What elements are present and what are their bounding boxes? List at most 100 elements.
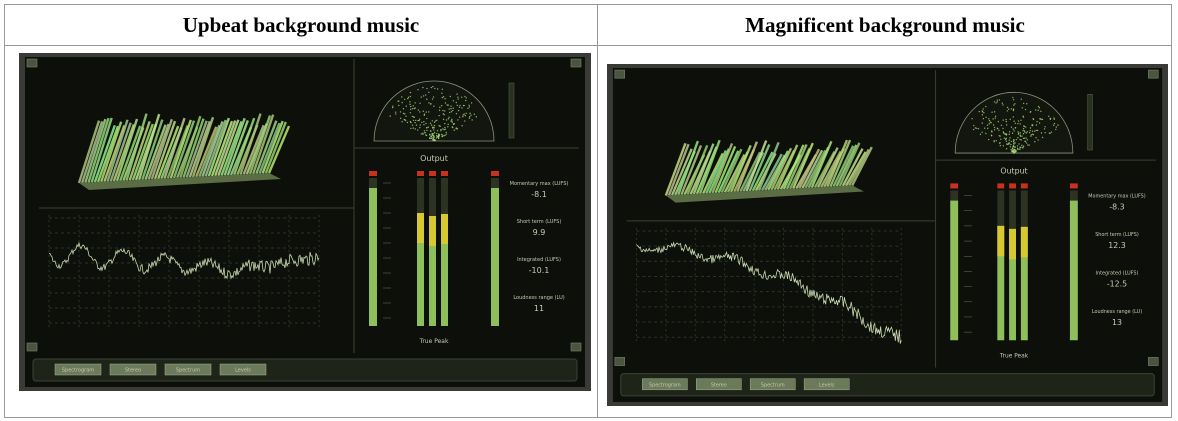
stereo-dot — [1005, 138, 1007, 140]
stereo-dot — [993, 101, 996, 103]
stereo-dot — [434, 120, 437, 122]
stereo-dot — [457, 119, 459, 121]
stereo-dot — [1013, 146, 1015, 148]
spectrogram-ridge — [767, 150, 789, 191]
spectrogram-ridge — [264, 121, 287, 174]
stereo-dot — [986, 124, 989, 126]
stereo-dot — [1009, 146, 1012, 148]
stereo-dot — [392, 105, 394, 107]
stereo-dot — [1049, 118, 1052, 120]
view-button[interactable] — [696, 378, 742, 391]
stereo-dot — [1003, 132, 1005, 135]
stereo-dot — [974, 127, 977, 129]
stereo-dot — [455, 128, 457, 130]
spectrogram-ridge — [179, 115, 202, 179]
stereo-dot — [1030, 135, 1032, 137]
stereo-dot — [467, 107, 469, 110]
stereo-dot — [1019, 135, 1022, 137]
stereo-dot — [414, 107, 416, 109]
spectrogram-ridge — [667, 143, 690, 196]
stereo-dot — [444, 110, 446, 112]
stereo-dot — [462, 114, 464, 116]
stereo-dot — [410, 108, 412, 111]
stereo-dot — [440, 129, 442, 132]
stereo-dot — [1024, 131, 1026, 133]
stereo-dot — [440, 133, 443, 136]
stereo-dot — [409, 101, 411, 103]
stereo-dot — [444, 98, 446, 100]
stereo-dot — [1010, 126, 1013, 128]
stereo-dot — [975, 127, 978, 129]
stereo-dot — [475, 116, 478, 118]
reading-label: Integrated (LUFS) — [517, 257, 561, 263]
stereo-dot — [1014, 146, 1017, 148]
stereo-dot — [463, 104, 465, 107]
meter-bar — [1069, 200, 1078, 341]
stereo-dot — [415, 119, 417, 122]
stereo-dot — [1012, 116, 1015, 118]
stereo-dot — [972, 128, 975, 131]
stereo-dot — [423, 114, 426, 116]
stereo-dot — [996, 127, 999, 130]
stereo-dot — [407, 96, 410, 98]
stereo-dot — [444, 122, 446, 125]
view-button[interactable] — [164, 363, 212, 376]
view-button[interactable] — [219, 363, 267, 376]
stereo-dot — [437, 136, 440, 138]
stereo-dot — [1048, 115, 1050, 118]
stereo-dot — [443, 113, 445, 116]
view-button-label: Levels — [819, 382, 835, 388]
stereo-dot — [435, 119, 438, 122]
spectrogram-ridge — [188, 120, 211, 178]
view-button[interactable] — [749, 378, 796, 391]
spectrogram-ridge — [220, 120, 243, 176]
meter-cap — [417, 171, 424, 176]
stereo-dot — [450, 110, 453, 113]
stereo-dot — [998, 99, 1001, 101]
view-button[interactable] — [54, 363, 102, 376]
spectrogram-ridge — [90, 117, 113, 183]
stereo-dot — [1022, 147, 1024, 149]
stereo-dot — [452, 100, 455, 102]
stereo-dot — [1005, 124, 1008, 126]
view-button[interactable] — [109, 363, 157, 376]
view-button[interactable] — [803, 378, 850, 391]
stereo-dot — [461, 125, 463, 127]
stereo-dot — [429, 122, 432, 125]
stereo-dot — [1002, 145, 1005, 147]
stereo-dot — [444, 134, 446, 136]
stereo-dot — [1055, 126, 1058, 128]
stereo-dot — [1029, 127, 1032, 129]
corner-button — [1148, 69, 1159, 79]
spectrogram-ridge — [670, 148, 693, 196]
stereo-dot — [1002, 127, 1004, 130]
spectrogram-ridge — [826, 139, 849, 188]
spectrogram-ridge — [103, 125, 126, 183]
spectrogram-ridge — [686, 144, 709, 195]
stereo-dot — [1023, 130, 1026, 132]
stereo-dot — [1025, 137, 1027, 139]
view-button[interactable] — [642, 378, 688, 391]
stereo-dot — [469, 112, 471, 115]
stereo-dot — [982, 108, 984, 110]
stereo-dot — [1012, 128, 1014, 130]
stereo-dot — [423, 121, 425, 123]
stereo-dot — [997, 120, 1000, 123]
stereo-dot — [1020, 139, 1022, 141]
spectrogram-ridge — [125, 113, 148, 181]
stereo-dot — [1014, 122, 1017, 124]
analyzer-screenshot: Output True Peak Momentary max (LUFS) -8.1 S… — [19, 53, 591, 391]
meter-peak — [1020, 226, 1028, 258]
spectrogram-ridge — [100, 121, 123, 183]
stereo-dot — [1013, 138, 1015, 141]
spectrogram-ridge — [832, 145, 855, 187]
spectrogram-ridge — [195, 126, 218, 178]
stereo-dot — [432, 137, 434, 139]
spectrogram-ridge — [761, 153, 783, 191]
stereo-dot — [414, 121, 416, 124]
stereo-dot — [431, 132, 433, 135]
stereo-dot — [977, 127, 980, 130]
stereo-dot — [411, 107, 414, 110]
stereo-dot — [1041, 136, 1044, 139]
stereo-dot — [1009, 137, 1011, 139]
